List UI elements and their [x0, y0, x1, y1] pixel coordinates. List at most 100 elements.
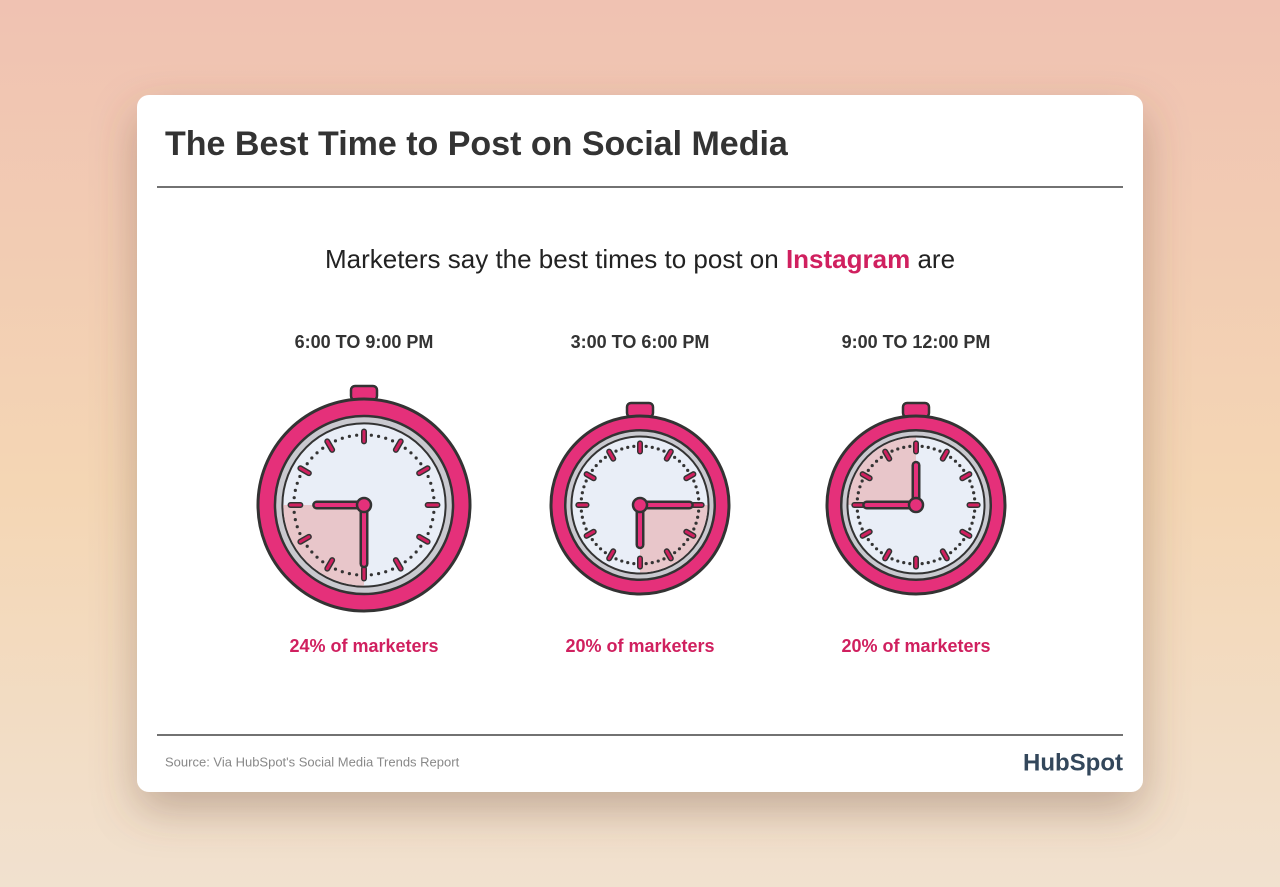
minute-dot: [403, 446, 407, 450]
hour-marker-fill: [684, 530, 695, 538]
minute-dot: [295, 525, 299, 529]
subtitle-highlight: Instagram: [786, 244, 910, 274]
title: The Best Time to Post on Social Media: [165, 125, 789, 163]
time-range: 9:00 TO 12:00 PM: [842, 332, 991, 352]
hour-marker-fill: [665, 549, 673, 560]
clock: [825, 401, 1007, 596]
minute-dot: [860, 479, 864, 483]
minute-dot: [970, 485, 974, 489]
minute-dot: [968, 527, 972, 531]
hour-marker-fill: [325, 558, 334, 571]
hour-marker-fill: [861, 530, 872, 538]
minute-dot: [603, 551, 607, 555]
minute-dot: [584, 527, 588, 531]
hour-marker-fill: [960, 530, 971, 538]
minute-dot: [662, 557, 666, 561]
minute-dot: [908, 444, 912, 448]
minute-dot: [340, 570, 344, 574]
minute-dot: [292, 496, 296, 500]
minute-dot: [431, 488, 435, 493]
minute-dot: [376, 434, 381, 438]
minute-dot: [403, 560, 407, 564]
minute-dot: [694, 485, 698, 489]
minute-dot: [879, 551, 883, 555]
hour-marker-fill: [394, 558, 403, 571]
minute-dot: [908, 562, 912, 566]
hour-marker-fill: [665, 450, 673, 461]
minute-dot: [390, 567, 395, 571]
minute-dot: [579, 509, 583, 513]
minute-dot: [902, 445, 906, 449]
minute-dot: [856, 491, 860, 495]
minute-dot: [697, 509, 701, 513]
minute-dot: [920, 562, 924, 566]
minute-dot: [860, 527, 864, 531]
hub: [355, 496, 373, 514]
minute-dot: [858, 485, 862, 489]
minute-dot: [962, 538, 966, 542]
minute-dot: [890, 557, 894, 561]
minute-dot: [673, 551, 677, 555]
subtitle: Marketers say the best times to post on …: [325, 244, 955, 274]
minute-dot: [677, 459, 682, 463]
minute-dot: [626, 561, 630, 565]
minute-dot: [973, 509, 977, 513]
minute-dot: [686, 468, 690, 472]
hour-marker-fill: [325, 439, 334, 452]
minute-dot: [856, 515, 860, 519]
minute-dot: [874, 459, 879, 463]
minute-dot: [958, 463, 962, 468]
minute-dot: [694, 521, 698, 525]
highlight-sector: [283, 505, 364, 586]
minute-dot: [677, 547, 682, 551]
minute-dot: [692, 527, 696, 531]
hour-marker-fill: [585, 472, 596, 480]
minute-dot: [932, 559, 936, 563]
minute-dot: [682, 542, 686, 547]
minute-dot: [355, 433, 359, 437]
minute-dot: [855, 509, 859, 513]
minute-dot: [598, 547, 603, 551]
minute-dot: [866, 538, 870, 542]
time-range: 3:00 TO 6:00 PM: [571, 332, 710, 352]
highlight-sector: [848, 437, 916, 505]
minute-dot: [584, 479, 588, 483]
highlight-sector: [640, 505, 708, 573]
clock: [256, 384, 472, 613]
minute-dot: [870, 542, 874, 547]
minute-dot: [644, 444, 648, 448]
hub: [631, 496, 649, 514]
minute-dot: [858, 521, 862, 525]
minute-dot: [305, 544, 309, 548]
minute-dot: [580, 491, 584, 495]
subtitle-tail: are: [917, 244, 955, 274]
minute-dot: [431, 517, 435, 522]
minute-dot: [594, 542, 598, 547]
minute-dot: [298, 531, 302, 536]
minute-dot: [292, 510, 296, 514]
hour-marker-fill: [941, 450, 949, 461]
minute-dot: [590, 538, 594, 542]
minute-dot: [315, 451, 319, 455]
minute-dot: [432, 496, 436, 500]
hour-marker-fill: [960, 472, 971, 480]
minute-dot: [855, 497, 859, 501]
minute-dot: [949, 551, 953, 555]
time-range: 6:00 TO 9:00 PM: [295, 332, 434, 352]
minute-dot: [590, 468, 594, 472]
minute-dot: [972, 515, 976, 519]
minute-dot: [926, 561, 930, 565]
minute-dot: [696, 491, 700, 495]
minute-dot: [426, 474, 430, 479]
minute-dot: [305, 462, 309, 466]
minute-dot: [614, 557, 618, 561]
minute-dot: [376, 572, 381, 576]
hour-marker-fill: [417, 535, 430, 544]
minute-dot: [582, 485, 586, 489]
share-label: 24% of marketers: [289, 636, 438, 656]
hour-marker-fill: [883, 450, 891, 461]
minute-dot: [972, 491, 976, 495]
clock: [549, 401, 731, 596]
minute-dot: [644, 562, 648, 566]
